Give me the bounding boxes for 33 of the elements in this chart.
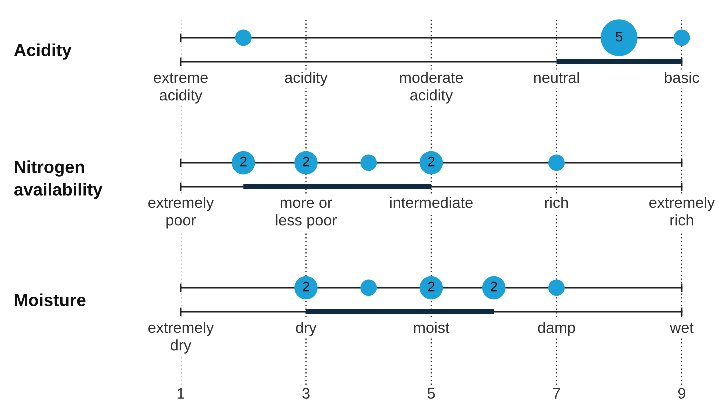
y-tick-label: Nitrogen availability [14,160,103,200]
x-tick-label: 1 [178,388,185,399]
x-tick-label: 3 [302,388,310,399]
annotation: moderate acidity [400,72,464,104]
annotation: 5 [616,32,623,42]
annotation: extreme acidity [154,73,208,104]
annotation: extremely dry [148,322,214,354]
annotation: acidity [285,72,328,86]
annotation: 2 [490,282,498,292]
x-tick-label: 5 [428,388,436,399]
annotation: neutral [534,72,580,84]
annotation: extremely rich [650,197,716,226]
annotation: wet [670,323,694,334]
annotation: basic [665,72,700,84]
y-tick-label: Moisture [15,294,86,306]
annotation: intermediate [390,197,473,208]
x-tick-label: 9 [678,388,686,399]
annotation: 2 [240,156,247,167]
annotation: 2 [428,282,435,292]
annotation: rich [545,197,568,208]
annotation: dry [296,322,317,336]
bar [244,184,432,190]
annotation: extremely poor [148,197,214,229]
annotation: 2 [303,282,310,292]
annotation: more or less poor [276,200,337,229]
annotation: 2 [428,156,435,167]
bar [306,310,494,314]
x-tick-label: 7 [553,388,560,399]
y-tick-label: Acidity [14,44,72,60]
annotation: damp [538,322,576,336]
annotation: moist [414,322,450,334]
bar [556,60,682,64]
annotation: 2 [303,156,310,167]
